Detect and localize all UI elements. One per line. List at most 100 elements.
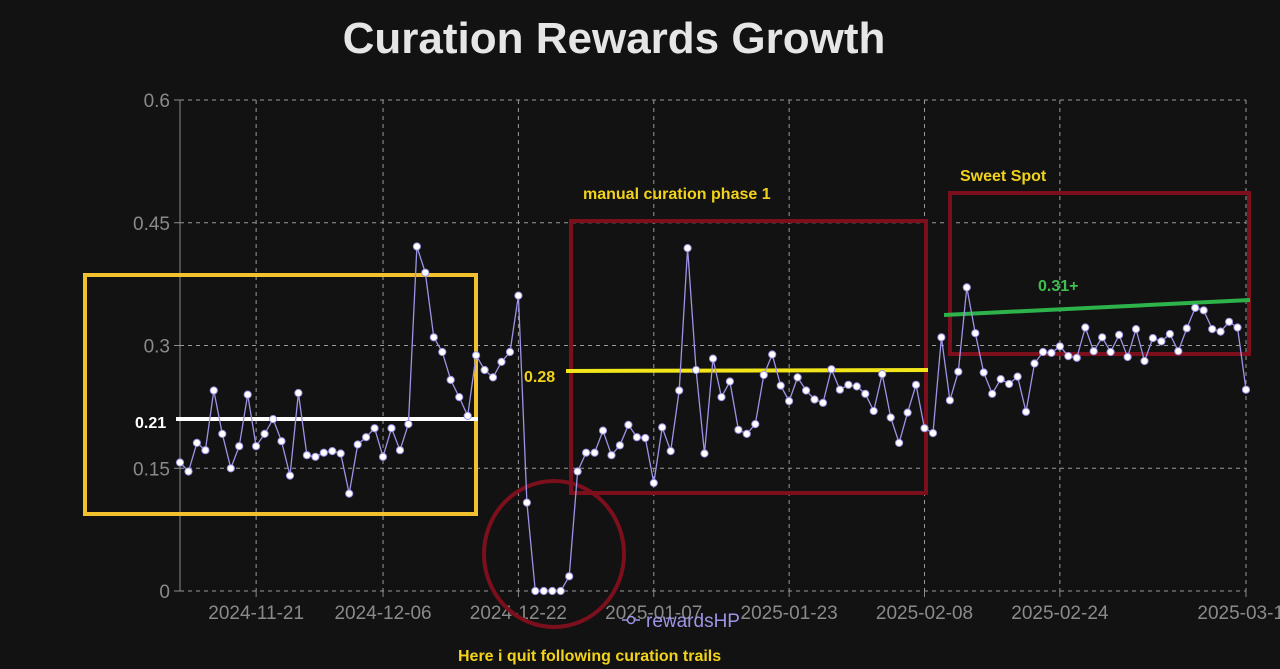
data-point[interactable] [455, 393, 464, 402]
data-point[interactable] [252, 442, 261, 451]
data-point[interactable] [658, 423, 667, 432]
data-point[interactable] [996, 375, 1005, 384]
data-point[interactable] [1123, 352, 1132, 362]
data-point[interactable] [886, 413, 895, 422]
data-point[interactable] [1208, 325, 1217, 334]
data-point[interactable] [751, 420, 760, 429]
data-point[interactable] [1064, 352, 1073, 361]
data-point[interactable] [438, 347, 447, 357]
data-point[interactable] [201, 446, 210, 455]
data-point[interactable] [1030, 359, 1039, 368]
data-point[interactable] [827, 365, 836, 374]
data-point[interactable] [226, 464, 235, 473]
data-point[interactable] [649, 478, 658, 488]
data-point[interactable] [1055, 342, 1065, 351]
data-point[interactable] [725, 377, 735, 386]
data-point[interactable] [1174, 347, 1183, 356]
data-point[interactable] [565, 572, 574, 581]
data-point[interactable] [675, 386, 684, 395]
legend[interactable]: rewardsHP [622, 611, 740, 632]
data-point[interactable] [666, 447, 675, 456]
data-point[interactable] [979, 368, 988, 377]
data-point[interactable] [802, 386, 811, 395]
data-point[interactable] [1157, 337, 1166, 346]
data-point[interactable] [1225, 317, 1234, 326]
data-point[interactable] [1199, 306, 1208, 315]
data-point[interactable] [336, 449, 345, 458]
data-point[interactable] [505, 347, 515, 357]
data-point[interactable] [175, 458, 185, 467]
data-point[interactable] [590, 448, 599, 457]
data-point[interactable] [539, 586, 548, 596]
data-point[interactable] [734, 425, 743, 434]
data-point[interactable] [1115, 330, 1124, 339]
data-point[interactable] [776, 381, 785, 390]
data-point[interactable] [311, 452, 320, 461]
data-point[interactable] [878, 370, 887, 379]
data-point[interactable] [641, 433, 650, 443]
data-point[interactable] [1191, 303, 1200, 312]
data-point[interactable] [835, 385, 845, 394]
data-point[interactable] [395, 446, 405, 455]
data-point[interactable] [1081, 323, 1090, 332]
data-point[interactable] [962, 283, 971, 292]
data-point[interactable] [945, 396, 955, 405]
data-point[interactable] [1021, 407, 1031, 416]
data-point[interactable] [488, 373, 498, 382]
data-point[interactable] [937, 333, 946, 342]
data-point[interactable] [556, 586, 565, 596]
data-point[interactable] [345, 489, 354, 498]
data-point[interactable] [1047, 348, 1056, 357]
data-point[interactable] [446, 375, 455, 384]
data-point[interactable] [235, 442, 244, 451]
data-point[interactable] [1182, 324, 1191, 333]
data-point[interactable] [378, 452, 388, 461]
data-point[interactable] [1106, 347, 1115, 357]
data-point[interactable] [429, 333, 438, 342]
data-point[interactable] [1165, 329, 1175, 339]
data-point[interactable] [1098, 333, 1107, 342]
data-point[interactable] [869, 406, 878, 416]
data-point[interactable] [607, 451, 616, 460]
data-point[interactable] [785, 397, 794, 406]
data-point[interactable] [522, 498, 532, 507]
data-point[interactable] [421, 268, 430, 277]
data-point[interactable] [1072, 353, 1081, 362]
data-point[interactable] [192, 438, 201, 447]
data-point[interactable] [844, 380, 853, 389]
data-point[interactable] [895, 438, 904, 447]
data-point[interactable] [1005, 379, 1014, 389]
data-point[interactable] [1233, 323, 1242, 332]
data-point[interactable] [818, 398, 828, 407]
data-point[interactable] [531, 586, 540, 596]
data-point[interactable] [582, 448, 591, 457]
data-point[interactable] [954, 367, 963, 376]
data-point[interactable] [1216, 327, 1225, 336]
data-point[interactable] [810, 395, 819, 404]
data-point[interactable] [269, 415, 278, 424]
data-point[interactable] [412, 242, 421, 251]
data-point[interactable] [472, 351, 481, 360]
data-point[interactable] [514, 291, 523, 300]
data-point[interactable] [1148, 334, 1158, 343]
data-point[interactable] [615, 441, 625, 450]
data-point[interactable] [480, 365, 489, 375]
data-point[interactable] [1140, 356, 1149, 366]
data-point[interactable] [683, 244, 692, 253]
data-point[interactable] [285, 471, 295, 480]
data-point[interactable] [184, 467, 193, 476]
data-point[interactable] [911, 380, 921, 389]
data-point[interactable] [387, 424, 396, 433]
data-point[interactable] [903, 408, 912, 417]
data-point[interactable] [920, 424, 929, 433]
data-point[interactable] [1131, 325, 1141, 334]
data-point[interactable] [328, 447, 337, 456]
data-point[interactable] [353, 440, 362, 449]
data-point[interactable] [243, 390, 252, 399]
data-point[interactable] [218, 429, 227, 438]
data-point[interactable] [988, 389, 997, 398]
data-point[interactable] [742, 429, 751, 438]
data-point[interactable] [759, 370, 768, 380]
data-point[interactable] [573, 467, 582, 476]
data-point[interactable] [700, 449, 709, 458]
